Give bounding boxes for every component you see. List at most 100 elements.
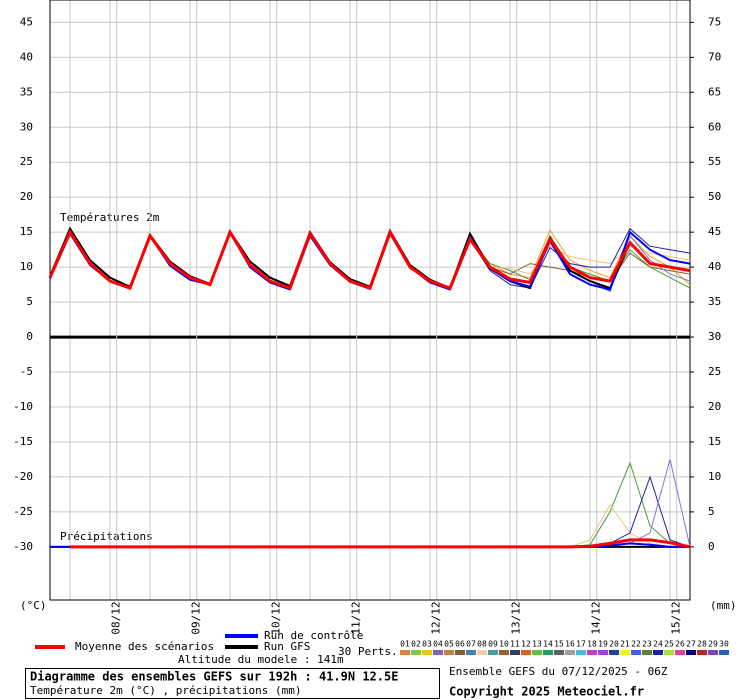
x-tick-label: 12/12 [430,601,443,634]
y-unit: (°C) [20,599,47,612]
member-label: 30 [719,640,729,649]
y-tick-label: -30 [13,540,33,553]
copyright: Copyright 2025 Meteociel.fr [449,685,644,699]
member-label: 08 [477,640,487,649]
legend-label: Moyenne des scénarios [75,640,214,653]
plot-area [50,0,690,600]
member-label: 12 [521,640,531,649]
y2-tick-label: 10 [708,470,721,483]
chart-title: Diagramme des ensembles GEFS sur 192h : … [30,670,398,684]
member-label: 09 [488,640,498,649]
member-label: 11 [510,640,520,649]
member-label: 13 [532,640,542,649]
plot-frame [49,0,691,601]
member-swatch [400,650,410,655]
member-swatch [466,650,476,655]
y-tick-label: -5 [20,365,33,378]
member-swatch [543,650,553,655]
chart-subtitle: Température 2m (°C) , précipitations (mm… [30,684,302,697]
member-label: 20 [609,640,619,649]
y2-tick-label: 75 [708,15,721,28]
member-swatch [532,650,542,655]
y2-tick-label: 0 [708,540,715,553]
x-tick-label: 13/12 [510,601,523,634]
member-label: 03 [422,640,432,649]
x-tick-label: 08/12 [110,601,123,634]
member-label: 28 [697,640,707,649]
y2-tick-label: 15 [708,435,721,448]
member-label: 24 [653,640,663,649]
member-label: 04 [433,640,443,649]
member-swatch [620,650,630,655]
y-tick-label: -15 [13,435,33,448]
member-label: 05 [444,640,454,649]
member-label: 29 [708,640,718,649]
x-tick-label: 09/12 [190,601,203,634]
y-tick-label: -10 [13,400,33,413]
x-tick-label: 10/12 [270,601,283,634]
perts-label: 30 Perts. [338,645,398,658]
y2-tick-label: 50 [708,190,721,203]
member-label: 27 [686,640,696,649]
member-label: 25 [664,640,674,649]
member-swatch [422,650,432,655]
altitude: Altitude du modele : 141m [178,653,344,666]
member-label: 26 [675,640,685,649]
y-tick-label: 30 [20,120,33,133]
y-tick-label: 5 [26,295,33,308]
member-swatch [631,650,641,655]
member-label: 23 [642,640,652,649]
member-swatch [521,650,531,655]
member-label: 17 [576,640,586,649]
member-swatch [554,650,564,655]
member-swatch [455,650,465,655]
y2-tick-label: 40 [708,260,721,273]
y-tick-label: 40 [20,50,33,63]
x-tick-label: 11/12 [350,601,363,634]
y2-tick-label: 25 [708,365,721,378]
member-swatch [565,650,575,655]
member-label: 07 [466,640,476,649]
y-tick-label: 0 [26,330,33,343]
precip-line [70,538,691,549]
member-swatch [510,650,520,655]
member-swatch [664,650,674,655]
y-tick-label: 20 [20,190,33,203]
member-swatch [708,650,718,655]
y2-tick-label: 60 [708,120,721,133]
member-swatch [411,650,421,655]
title-box [25,668,440,699]
member-label: 10 [499,640,509,649]
y-tick-label: -20 [13,470,33,483]
member-label: 21 [620,640,630,649]
member-swatch [719,650,729,655]
legend-label: Run GFS [264,640,310,653]
member-swatch [598,650,608,655]
y-tick-label: -25 [13,505,33,518]
temperature-line [48,228,691,291]
y2-unit: (mm) [710,599,737,612]
y-tick-label: 35 [20,85,33,98]
member-label: 06 [455,640,465,649]
y2-tick-label: 45 [708,225,721,238]
member-swatch [576,650,586,655]
member-swatch [686,650,696,655]
member-swatch [587,650,597,655]
x-tick-label: 15/12 [670,601,683,634]
member-swatch [609,650,619,655]
y-tick-label: 45 [20,15,33,28]
y2-tick-label: 70 [708,50,721,63]
y2-tick-label: 5 [708,505,715,518]
member-label: 16 [565,640,575,649]
precip-label: Précipitations [60,530,153,543]
member-swatch [444,650,454,655]
member-label: 22 [631,640,641,649]
member-swatch [488,650,498,655]
member-label: 14 [543,640,553,649]
y2-tick-label: 55 [708,155,721,168]
member-swatch [675,650,685,655]
y2-tick-label: 65 [708,85,721,98]
legend-label: Run de contrôle [264,629,363,642]
y-tick-label: 10 [20,260,33,273]
